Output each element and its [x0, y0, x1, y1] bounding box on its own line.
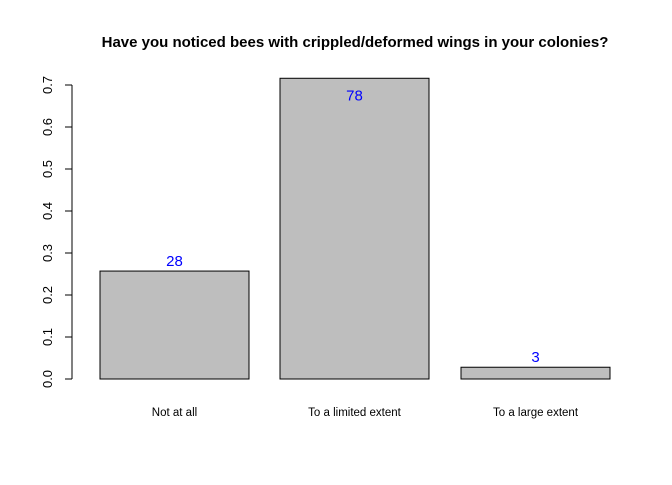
category-label: To a limited extent	[308, 407, 401, 419]
bar-data-label: 28	[166, 253, 183, 270]
y-tick-label: 0.2	[40, 286, 55, 304]
bar-data-label: 78	[346, 87, 363, 104]
y-tick-label: 0.5	[40, 160, 55, 178]
y-tick-label: 0.3	[40, 244, 55, 262]
y-axis: 0.0 0.1 0.2 0.3 0.4 0.5 0.6 0.7	[40, 76, 73, 388]
y-tick-label: 0.1	[40, 328, 55, 346]
y-tick-label: 0.6	[40, 118, 55, 136]
y-tick-label: 0.0	[40, 370, 55, 388]
bar	[460, 366, 611, 380]
bars	[99, 77, 611, 380]
category-labels: Not at all To a limited extent To a large …	[152, 407, 579, 419]
chart-title: Have you noticed bees with crippled/defo…	[102, 34, 609, 51]
data-labels: 28 78 3	[166, 87, 540, 366]
category-label: To a large extent	[493, 407, 579, 419]
bar	[99, 270, 250, 380]
category-label: Not at all	[152, 407, 197, 419]
bar	[279, 77, 430, 380]
bar-data-label: 3	[531, 349, 539, 366]
y-tick-label: 0.7	[40, 76, 55, 94]
y-tick-label: 0.4	[40, 202, 55, 220]
